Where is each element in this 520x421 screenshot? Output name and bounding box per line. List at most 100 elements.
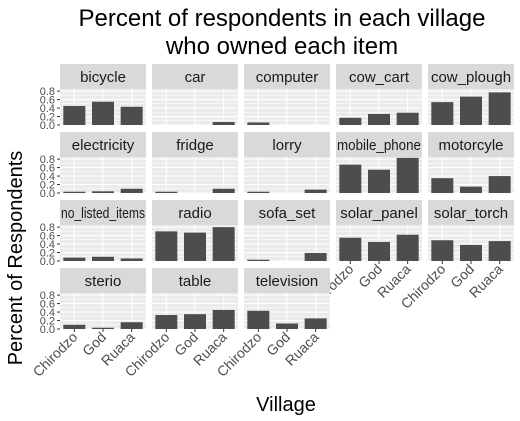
bar-solar_panel-Chirodzo <box>339 237 362 261</box>
strip-background <box>152 268 238 293</box>
bar-bicycle-God <box>92 101 114 125</box>
strip-label: radio <box>178 205 211 222</box>
strip-background <box>428 64 514 89</box>
bar-mobile_phone-Chirodzo <box>339 164 362 193</box>
bar-mobile_phone-God <box>368 169 390 193</box>
strip-label: no_listed_items <box>61 205 145 222</box>
strip-label: sofa_set <box>259 205 317 222</box>
bar-table-Chirodzo <box>155 315 178 329</box>
bar-motorcyle-God <box>460 186 482 193</box>
y-tick-label: 0.2 <box>40 316 55 328</box>
strip-background <box>152 64 238 89</box>
bar-electricity-God <box>92 191 114 193</box>
y-tick-label: 0.0 <box>40 188 55 200</box>
y-tick-label: 0.4 <box>40 171 55 183</box>
bar-lorry-Ruaca <box>304 189 327 193</box>
strip-label: computer <box>256 69 319 86</box>
y-tick-label: 0.8 <box>40 86 55 98</box>
strip-background <box>336 200 422 225</box>
bar-mobile_phone-Ruaca <box>396 157 419 193</box>
strip-label: lorry <box>272 137 302 154</box>
bar-table-God <box>184 314 206 329</box>
strip-label: electricity <box>72 137 135 154</box>
facet-panel-bicycle: bicycle 0.00.20.40.60.8 <box>40 64 146 132</box>
strip-background <box>152 200 238 225</box>
strip-background <box>244 64 330 89</box>
strip-label: cow_cart <box>349 69 410 86</box>
y-tick-label: 0.2 <box>40 180 55 192</box>
y-tick-label: 0.0 <box>40 120 55 132</box>
bar-no_listed_items-Chirodzo <box>63 257 86 261</box>
bar-radio-God <box>184 232 206 261</box>
bar-computer-Chirodzo <box>247 122 270 125</box>
bar-cow_cart-Ruaca <box>396 112 419 125</box>
strip-background <box>60 64 146 89</box>
y-tick-label: 0.8 <box>40 222 55 234</box>
strip-label: cow_plough <box>431 69 511 86</box>
bar-sterio-Ruaca <box>120 322 143 329</box>
bar-cow_plough-God <box>460 96 482 125</box>
strip-label: television <box>256 273 319 290</box>
bar-lorry-Chirodzo <box>247 191 270 193</box>
strip-label: motorcyle <box>438 137 503 154</box>
facet-panel-car: car <box>152 64 238 126</box>
chart-title-line-2: who owned each item <box>165 33 398 60</box>
strip-label: car <box>185 69 206 86</box>
strip-background <box>60 200 146 225</box>
bar-solar_panel-Ruaca <box>396 234 419 261</box>
bar-sterio-Chirodzo <box>63 324 86 329</box>
facet-panel-lorry: lorry <box>244 132 330 194</box>
chart-title-line-1: Percent of respondents in each village <box>79 5 486 32</box>
facet-panel-radio: radio <box>152 200 238 262</box>
bar-cow_cart-God <box>368 113 390 125</box>
facet-panel-fridge: fridge <box>152 132 238 194</box>
bar-electricity-Chirodzo <box>63 191 86 193</box>
strip-background <box>336 64 422 89</box>
bar-table-Ruaca <box>212 309 235 329</box>
bar-no_listed_items-God <box>92 256 114 261</box>
bar-solar_panel-God <box>368 241 390 261</box>
bar-fridge-Ruaca <box>212 188 235 193</box>
bar-car-Ruaca <box>212 122 235 125</box>
y-tick-label: 0.6 <box>40 299 55 311</box>
bar-motorcyle-Chirodzo <box>431 178 454 193</box>
bar-sofa_set-Chirodzo <box>247 259 270 261</box>
y-tick-label: 0.4 <box>40 307 55 319</box>
bar-motorcyle-Ruaca <box>488 176 511 193</box>
bar-bicycle-Ruaca <box>120 106 143 125</box>
y-tick-label: 0.8 <box>40 290 55 302</box>
facet-panel-cow_plough: cow_plough <box>428 64 514 126</box>
strip-background <box>152 132 238 157</box>
bar-bicycle-Chirodzo <box>63 105 86 125</box>
strip-background <box>244 268 330 293</box>
strip-label: fridge <box>176 137 214 154</box>
y-tick-label: 0.6 <box>40 163 55 175</box>
strip-background <box>428 200 514 225</box>
y-tick-label: 0.6 <box>40 95 55 107</box>
bar-solar_torch-God <box>460 244 482 261</box>
bar-television-God <box>276 323 298 329</box>
strip-label: table <box>179 273 212 290</box>
strip-label: bicycle <box>80 69 126 86</box>
bar-no_listed_items-Ruaca <box>120 258 143 261</box>
y-tick-label: 0.4 <box>40 103 55 115</box>
strip-background <box>60 132 146 157</box>
strip-background <box>244 132 330 157</box>
y-tick-label: 0.2 <box>40 112 55 124</box>
strip-label: mobile_phone <box>337 137 421 154</box>
x-tick-label: Ruaca <box>466 261 506 301</box>
bar-television-Chirodzo <box>247 310 270 329</box>
strip-background <box>336 132 422 157</box>
strip-background <box>428 132 514 157</box>
facet-panel-sofa_set: sofa_set <box>244 200 330 262</box>
x-tick-label: Ruaca <box>282 329 322 369</box>
strip-label: solar_torch <box>434 205 508 222</box>
facet-panel-no_listed_items: no_listed_items 0.00.20.40.60.8 <box>40 200 146 268</box>
strip-background <box>60 268 146 293</box>
y-axis-title: Percent of Respondents <box>5 151 27 366</box>
facet-panel-computer: computer <box>244 64 330 126</box>
strip-label: sterio <box>85 273 122 290</box>
bar-electricity-Ruaca <box>120 188 143 193</box>
x-axis-title: Village <box>256 394 316 416</box>
